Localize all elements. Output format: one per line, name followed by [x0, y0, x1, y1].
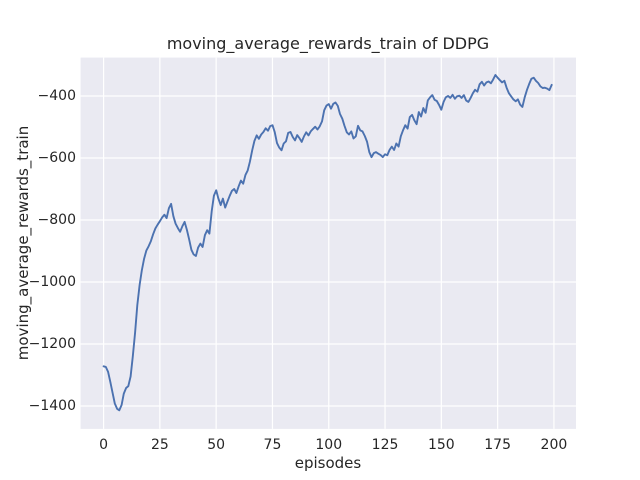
- x-tick-label: 125: [371, 437, 399, 453]
- x-axis-label: episodes: [294, 454, 362, 472]
- x-tick-label: 175: [484, 437, 511, 453]
- y-tick-label: −400: [37, 88, 76, 105]
- data-line-moving_average_rewards_train: [102, 74, 553, 412]
- y-tick-label: −1000: [28, 273, 76, 290]
- x-tick-label: 75: [263, 437, 282, 453]
- y-tick-label: −1400: [28, 397, 76, 414]
- x-tick-label: 200: [540, 437, 568, 453]
- y-tick-label: −800: [37, 212, 76, 228]
- x-tick-label: 0: [99, 437, 109, 453]
- chart-title: moving_average_rewards_train of DDPG: [166, 34, 490, 53]
- x-tick-label: 50: [207, 437, 226, 453]
- x-tick-label: 150: [427, 437, 455, 453]
- x-tick-label: 25: [150, 437, 169, 453]
- x-tick-label: 100: [315, 437, 343, 453]
- y-tick-label: −600: [37, 150, 76, 167]
- y-tick-label: −1200: [28, 335, 76, 352]
